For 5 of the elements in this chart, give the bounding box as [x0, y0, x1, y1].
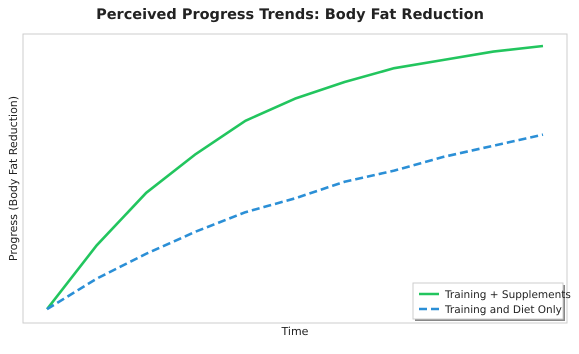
x-axis-title: Time: [280, 325, 309, 338]
y-axis-title: Progress (Body Fat Reduction): [7, 96, 20, 262]
legend-label: Training + Supplements: [444, 289, 571, 301]
legend-label: Training and Diet Only: [444, 304, 562, 316]
chart-title: Perceived Progress Trends: Body Fat Reduction: [96, 7, 484, 23]
